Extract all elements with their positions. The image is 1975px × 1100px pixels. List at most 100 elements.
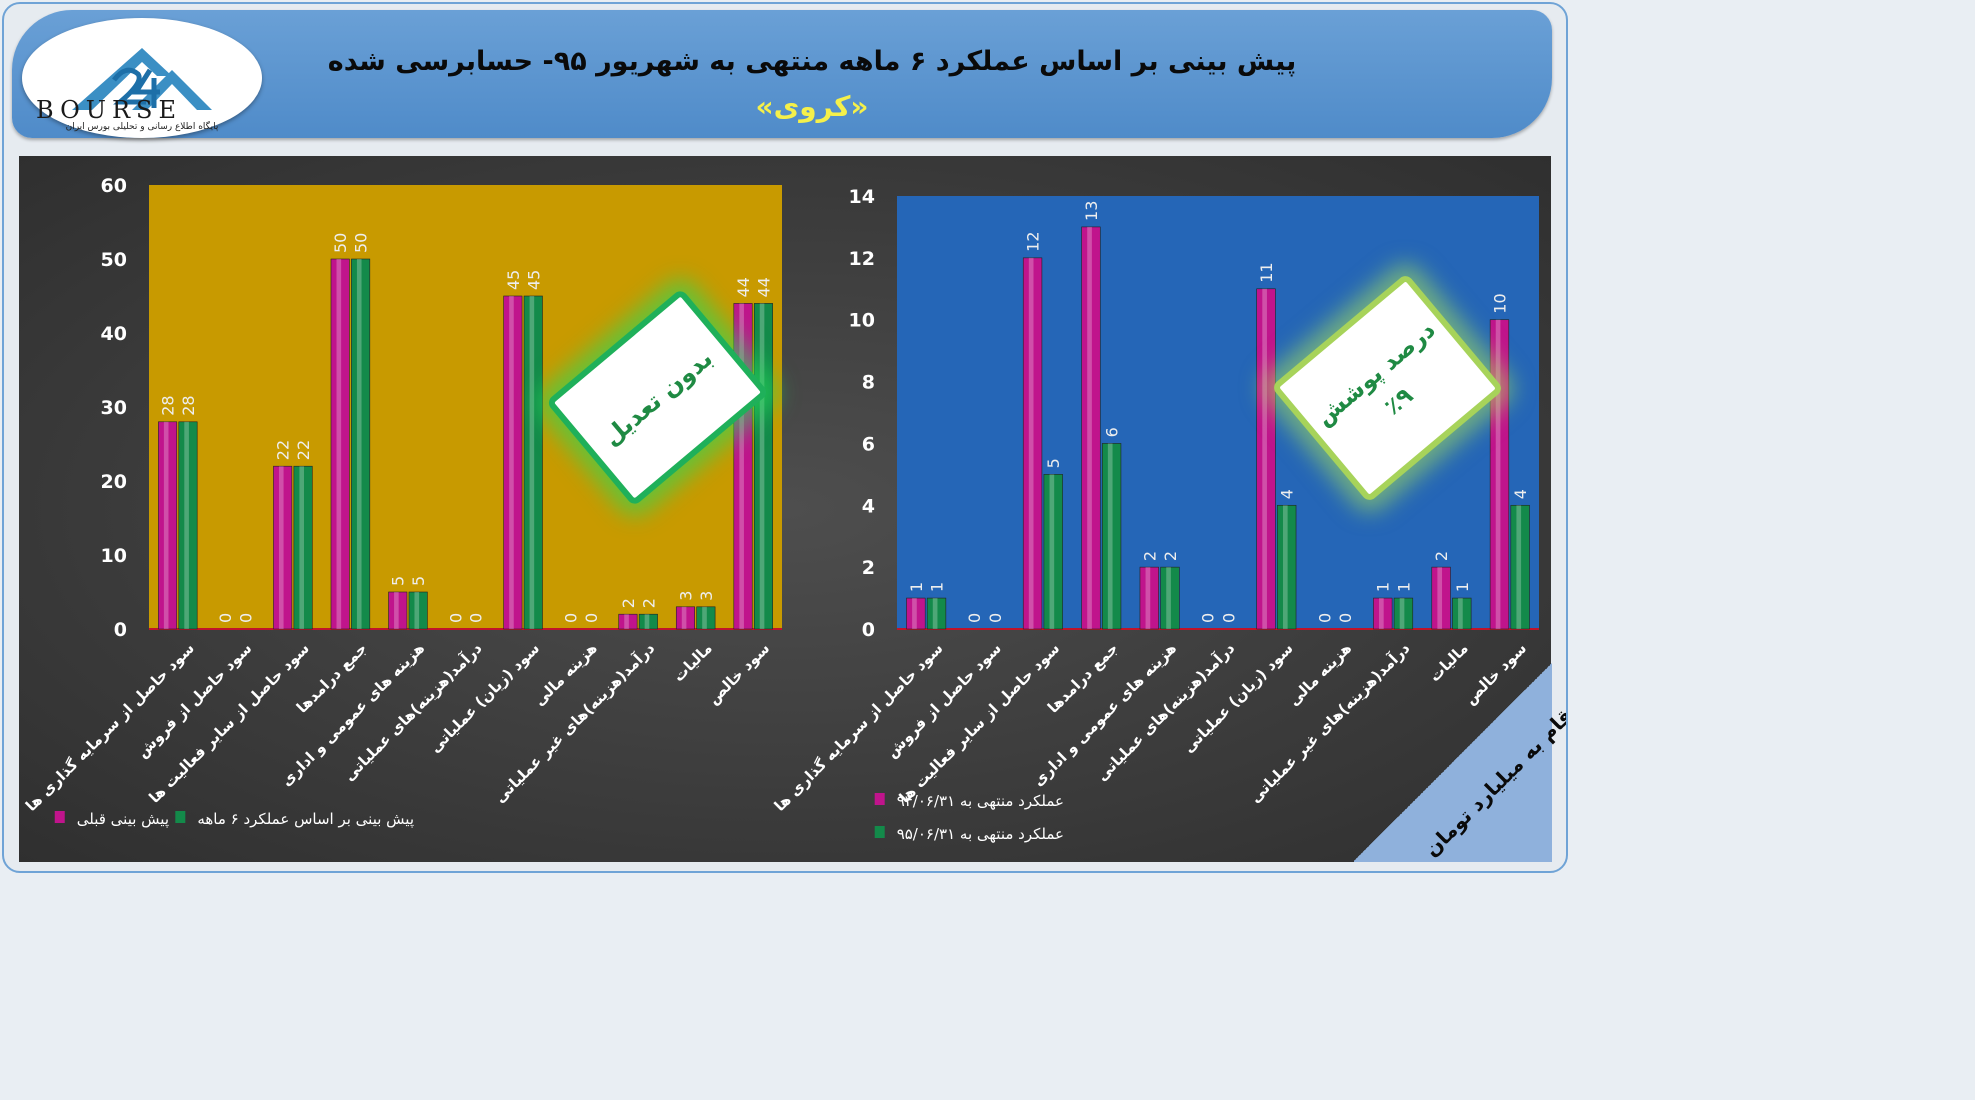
bar-0-0 — [158, 421, 178, 630]
data-label: 50 — [352, 233, 371, 253]
y-tick-label: 8 — [862, 372, 875, 394]
data-label: 0 — [1315, 613, 1334, 623]
data-label: 22 — [274, 440, 293, 460]
data-label: 0 — [1219, 613, 1238, 623]
bar-0-1 — [523, 295, 543, 630]
data-label: 44 — [754, 277, 773, 297]
bar-1-0 — [1139, 566, 1159, 630]
bar-0-1 — [408, 591, 428, 630]
bar-1-0 — [1256, 288, 1276, 630]
page-subtitle: «کروی» — [755, 90, 869, 123]
legend-marker — [874, 826, 885, 838]
bar-highlight — [356, 259, 362, 629]
bar-highlight — [1437, 567, 1443, 629]
header-banner: پیش بینی بر اساس عملکرد ۶ ماهه منتهی به … — [12, 10, 1552, 138]
y-tick-label: 12 — [849, 248, 875, 270]
bar-0-1 — [178, 421, 198, 630]
data-label: 5 — [389, 576, 408, 586]
data-label: 6 — [1103, 427, 1122, 437]
data-label: 0 — [561, 613, 580, 623]
data-label: 2 — [1432, 551, 1451, 561]
bar-1-1 — [1510, 504, 1530, 630]
y-tick-label: 0 — [114, 619, 127, 641]
x-tick-label: سود (زیان) عملیاتی — [1180, 639, 1297, 756]
bar-0-1 — [638, 613, 658, 630]
bar-0-0 — [388, 591, 408, 630]
bar-highlight — [299, 466, 304, 629]
bourse-logo: BOURSE پایگاه اطلاع رسانی و تحلیلی بورس … — [22, 18, 262, 138]
bar-highlight — [1028, 257, 1034, 629]
data-label: 0 — [237, 613, 256, 623]
page-title: پیش بینی بر اساس عملکرد ۶ ماهه منتهی به … — [327, 46, 1297, 77]
legend-label: عملکرد منتهی به ۹۴/۰۶/۳۱ — [897, 792, 1064, 810]
bar-highlight — [1145, 567, 1151, 629]
y-tick-label: 6 — [862, 433, 875, 455]
bar-highlight — [1282, 505, 1288, 629]
legend-marker — [54, 811, 65, 823]
bar-highlight — [394, 592, 399, 629]
bar-0-0 — [330, 258, 350, 630]
y-tick-label: 10 — [849, 310, 875, 332]
legend-marker — [175, 811, 186, 823]
data-label: 1 — [928, 582, 947, 592]
bar-highlight — [681, 606, 687, 629]
data-label: 0 — [986, 613, 1005, 623]
y-tick-label: 2 — [862, 557, 875, 579]
bar-1-1 — [1277, 504, 1297, 630]
bar-highlight — [624, 614, 629, 629]
data-label: 28 — [179, 395, 198, 415]
data-label: 0 — [582, 613, 601, 623]
bar-0-0 — [503, 295, 523, 630]
y-tick-label: 4 — [862, 495, 875, 517]
legend-label: پیش بینی بر اساس عملکرد ۶ ماهه — [197, 810, 414, 829]
data-label: 2 — [1140, 551, 1159, 561]
data-label: 0 — [1199, 613, 1218, 623]
data-label: 45 — [524, 270, 543, 290]
bar-0-1 — [293, 465, 313, 630]
legend-label: پیش بینی قبلی — [77, 810, 169, 829]
data-label: 1 — [1394, 582, 1413, 592]
data-label: 1 — [1374, 582, 1393, 592]
data-label: 4 — [1511, 489, 1530, 499]
bar-1-0 — [1081, 226, 1101, 630]
data-label: 45 — [504, 270, 523, 290]
data-label: 1 — [907, 582, 926, 592]
bar-0-0 — [273, 465, 293, 630]
bar-1-1 — [1101, 443, 1122, 630]
bar-1-0 — [1022, 257, 1043, 630]
data-label: 44 — [734, 277, 753, 297]
data-label: 5 — [409, 576, 428, 586]
logo-mark-icon — [72, 48, 212, 110]
y-tick-label: 0 — [862, 619, 875, 641]
bar-highlight — [1262, 288, 1267, 629]
bar-0-1 — [696, 606, 716, 630]
data-label: 2 — [639, 598, 658, 608]
data-label: 0 — [467, 613, 486, 623]
data-label: 50 — [331, 233, 350, 253]
bar-highlight — [1458, 598, 1463, 629]
x-tick-label: سود خالص — [704, 639, 773, 708]
bar-highlight — [278, 466, 284, 629]
dashboard-frame: پیش بینی بر اساس عملکرد ۶ ماهه منتهی به … — [2, 2, 1568, 873]
bar-highlight — [1516, 505, 1522, 629]
logo-tagline: پایگاه اطلاع رسانی و تحلیلی بورس ایران — [65, 122, 219, 132]
bar-highlight — [739, 303, 744, 629]
badge-left-text: بدون تعدیل — [597, 343, 718, 452]
charts-panel: 0 10 20 30 40 50 60 28 28 سود حاصل از سرمایه گذار… — [19, 156, 1551, 862]
x-tick-label: سود (زیان) عملیاتی — [426, 639, 543, 756]
bar-0-1 — [351, 258, 371, 630]
data-label: 10 — [1490, 293, 1509, 313]
data-label: 5 — [1044, 458, 1063, 468]
bar-highlight — [1399, 598, 1405, 629]
y-tick-label: 40 — [101, 323, 127, 345]
data-label: 0 — [965, 613, 984, 623]
legend-marker — [874, 793, 885, 805]
bar-highlight — [1495, 319, 1501, 629]
data-label: 0 — [446, 613, 465, 623]
data-label: 0 — [216, 613, 235, 623]
data-label: 22 — [294, 440, 313, 460]
bar-highlight — [1107, 443, 1113, 629]
bar-highlight — [1166, 567, 1171, 629]
bar-highlight — [509, 296, 514, 629]
bar-1-1 — [1452, 597, 1472, 630]
